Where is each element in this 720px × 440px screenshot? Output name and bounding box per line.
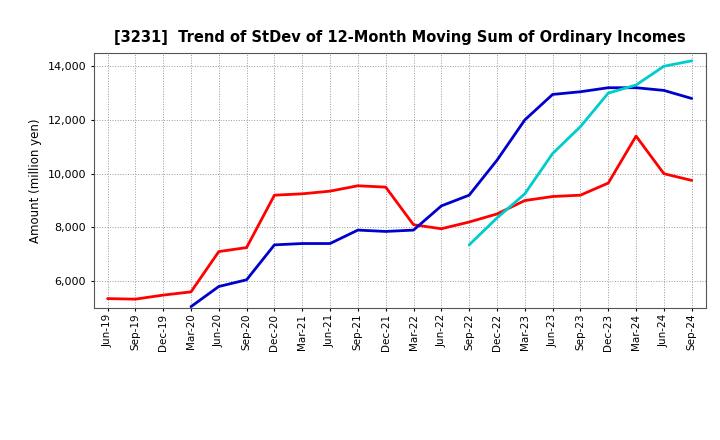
5 Years	[298, 241, 307, 246]
5 Years	[521, 117, 529, 123]
5 Years	[242, 277, 251, 282]
7 Years	[660, 64, 668, 69]
7 Years	[688, 58, 696, 63]
5 Years	[215, 284, 223, 289]
3 Years	[604, 180, 613, 186]
5 Years	[492, 158, 501, 163]
3 Years	[688, 178, 696, 183]
3 Years	[549, 194, 557, 199]
Line: 7 Years: 7 Years	[469, 61, 692, 245]
7 Years	[465, 242, 474, 248]
5 Years	[270, 242, 279, 248]
7 Years	[492, 215, 501, 220]
5 Years	[604, 85, 613, 90]
3 Years	[492, 211, 501, 216]
3 Years	[242, 245, 251, 250]
5 Years	[631, 85, 640, 90]
5 Years	[354, 227, 362, 233]
5 Years	[465, 193, 474, 198]
Line: 5 Years: 5 Years	[191, 88, 692, 307]
3 Years	[409, 222, 418, 227]
3 Years	[660, 171, 668, 176]
3 Years	[215, 249, 223, 254]
5 Years	[437, 203, 446, 209]
7 Years	[604, 91, 613, 96]
3 Years	[270, 193, 279, 198]
3 Years	[354, 183, 362, 188]
3 Years	[159, 293, 168, 298]
3 Years	[437, 226, 446, 231]
Line: 3 Years: 3 Years	[107, 136, 692, 299]
7 Years	[521, 191, 529, 197]
5 Years	[660, 88, 668, 93]
3 Years	[382, 184, 390, 190]
3 Years	[521, 198, 529, 203]
5 Years	[186, 304, 195, 309]
3 Years	[186, 289, 195, 294]
3 Years	[298, 191, 307, 197]
Title: [3231]  Trend of StDev of 12-Month Moving Sum of Ordinary Incomes: [3231] Trend of StDev of 12-Month Moving…	[114, 29, 685, 45]
5 Years	[549, 92, 557, 97]
7 Years	[549, 151, 557, 156]
Y-axis label: Amount (million yen): Amount (million yen)	[29, 118, 42, 242]
7 Years	[576, 124, 585, 129]
5 Years	[576, 89, 585, 95]
3 Years	[465, 220, 474, 225]
3 Years	[576, 193, 585, 198]
3 Years	[131, 297, 140, 302]
3 Years	[325, 188, 334, 194]
5 Years	[382, 229, 390, 234]
3 Years	[631, 133, 640, 139]
3 Years	[103, 296, 112, 301]
5 Years	[325, 241, 334, 246]
5 Years	[409, 227, 418, 233]
7 Years	[631, 82, 640, 88]
5 Years	[688, 96, 696, 101]
